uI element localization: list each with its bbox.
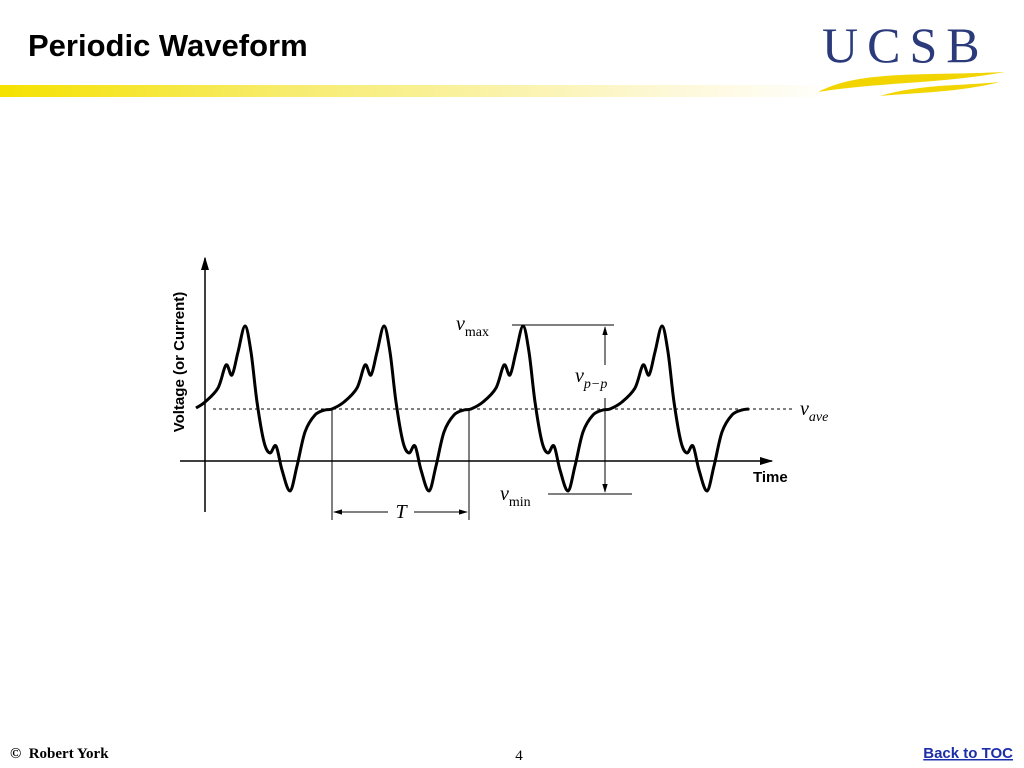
subscript: p−p <box>583 377 607 392</box>
page-number: 4 <box>515 748 523 764</box>
subscript: min <box>509 495 531 510</box>
figure <box>180 256 792 520</box>
copyright: © Robert York <box>10 746 109 762</box>
logo-text: UCSB <box>822 17 989 73</box>
subscript: ave <box>809 410 828 425</box>
waveform <box>195 324 750 493</box>
back-to-toc-link[interactable]: Back to TOC <box>923 745 1013 762</box>
subscript: max <box>465 325 489 340</box>
slide-title: Periodic Waveform <box>28 28 308 63</box>
symbol: v <box>500 483 509 505</box>
symbol: v <box>575 365 584 387</box>
symbol: v <box>800 398 809 420</box>
vpp-label: vp−p <box>575 365 607 392</box>
header-bar <box>0 85 840 97</box>
logo-swoosh <box>880 82 1000 96</box>
x-axis-label: Time <box>753 469 788 486</box>
y-axis-label: Voltage (or Current) <box>171 292 188 433</box>
logo-swoosh <box>818 72 1005 92</box>
vmax-label: vmax <box>456 313 489 340</box>
vave-label: vave <box>800 398 828 425</box>
symbol: v <box>456 313 465 335</box>
vmin-label: vmin <box>500 483 531 510</box>
period-label: T <box>395 501 408 523</box>
